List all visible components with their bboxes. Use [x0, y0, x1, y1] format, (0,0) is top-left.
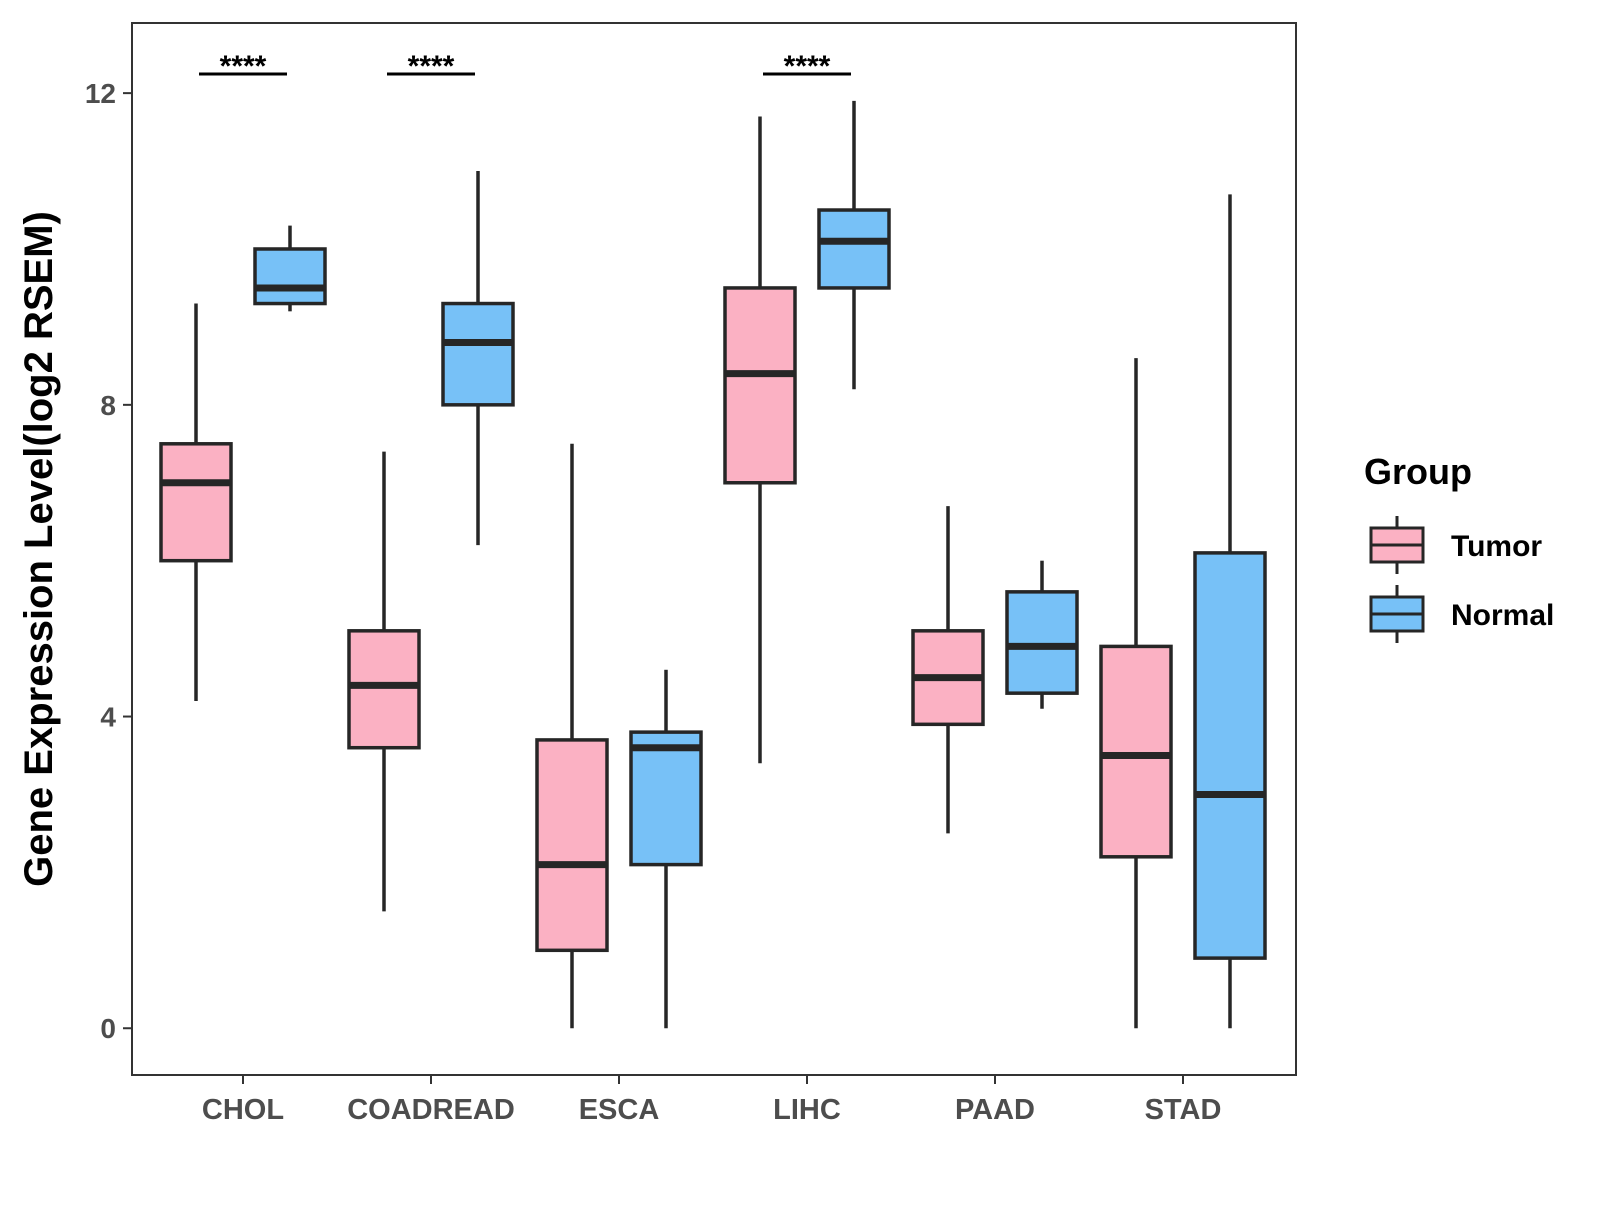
box-tumor-coadread: [347, 451, 421, 912]
box-normal-coadread: [441, 171, 515, 546]
box-normal-paad: [1005, 560, 1079, 709]
iqr-box: [347, 629, 421, 750]
legend-item-normal: Normal: [1369, 585, 1554, 643]
y-tick-label: 8: [100, 390, 116, 421]
legend-title: Group: [1364, 451, 1472, 492]
x-tick-label-coadread: COADREAD: [347, 1094, 515, 1126]
boxes-layer: [159, 100, 1267, 1029]
iqr-box: [1193, 551, 1267, 960]
significance-layer: **** **** ****: [199, 50, 851, 83]
box-tumor-stad: [1099, 358, 1173, 1029]
iqr-box: [253, 247, 327, 306]
box-normal-esca: [629, 669, 703, 1029]
x-tick-label-chol: CHOL: [202, 1094, 284, 1126]
y-axis: 0 4 8 12: [85, 78, 132, 1044]
significance-label-lihc: ****: [784, 50, 831, 83]
plot-panel: [131, 22, 1297, 1076]
box-tumor-paad: [911, 506, 985, 834]
x-tick-label-paad: PAAD: [955, 1094, 1035, 1126]
legend-label-normal: Normal: [1451, 599, 1554, 632]
legend-label-tumor: Tumor: [1451, 530, 1542, 563]
box-normal-stad: [1193, 194, 1267, 1029]
y-tick-label: 0: [100, 1013, 116, 1044]
x-tick-label-esca: ESCA: [579, 1094, 660, 1126]
box-tumor-esca: [535, 443, 609, 1029]
x-axis: CHOL COADREAD ESCA LIHC PAAD STAD: [202, 1075, 1221, 1126]
legend: Group Tumor Normal: [1364, 451, 1554, 643]
box-tumor-chol: [159, 303, 233, 701]
significance-label-chol: ****: [220, 50, 267, 83]
iqr-box: [817, 208, 891, 290]
y-tick-label: 12: [85, 78, 116, 109]
iqr-box: [159, 442, 233, 563]
box-normal-lihc: [817, 100, 891, 390]
x-tick-label-lihc: LIHC: [773, 1094, 841, 1126]
y-tick-label: 4: [100, 702, 116, 733]
iqr-box: [535, 738, 609, 953]
iqr-box: [1099, 644, 1173, 859]
iqr-box: [1005, 590, 1079, 695]
iqr-box: [629, 730, 703, 867]
iqr-box: [441, 301, 515, 407]
y-axis-title: Gene Expression Level(log2 RSEM): [17, 211, 61, 887]
iqr-box: [723, 286, 797, 485]
box-normal-chol: [253, 225, 327, 312]
box-tumor-lihc: [723, 116, 797, 764]
legend-item-tumor: Tumor: [1369, 516, 1542, 574]
significance-label-coadread: ****: [408, 50, 455, 83]
x-tick-label-stad: STAD: [1145, 1094, 1222, 1126]
